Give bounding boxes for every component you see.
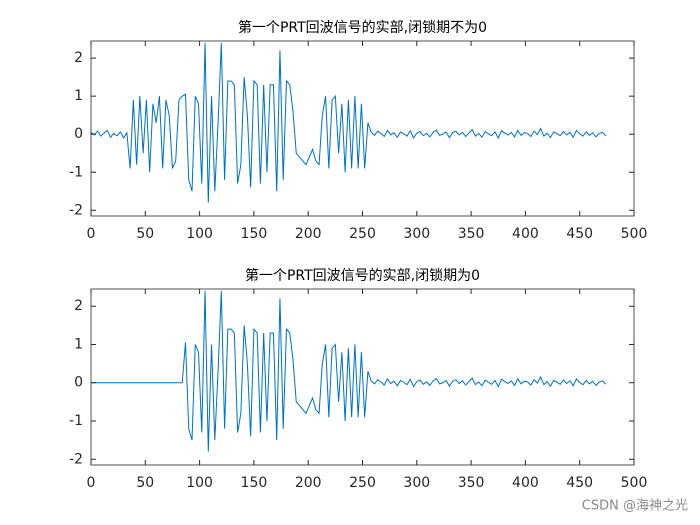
- x-tick-label: 100: [186, 226, 213, 242]
- y-tick-label: 1: [74, 336, 83, 352]
- x-tick-label: 400: [512, 475, 539, 491]
- x-tick-label: 50: [136, 475, 154, 491]
- y-tick-label: 1: [74, 88, 83, 104]
- y-tick-label: -2: [69, 202, 83, 218]
- x-tick-label: 300: [403, 475, 430, 491]
- x-tick-label: 500: [621, 475, 648, 491]
- x-tick-label: 150: [241, 226, 268, 242]
- x-tick-label: 250: [349, 475, 376, 491]
- y-tick-label: -2: [69, 451, 83, 467]
- y-tick-label: 0: [74, 375, 83, 391]
- x-tick-label: 200: [295, 226, 322, 242]
- x-tick-label: 0: [87, 475, 96, 491]
- y-tick-label: 0: [74, 126, 83, 142]
- x-tick-label: 500: [621, 226, 648, 242]
- x-tick-label: 200: [295, 475, 322, 491]
- x-tick-label: 0: [87, 226, 96, 242]
- x-tick-label: 350: [458, 475, 485, 491]
- x-tick-label: 100: [186, 475, 213, 491]
- x-tick-label: 450: [566, 226, 593, 242]
- chart-title: 第一个PRT回波信号的实部,闭锁期为0: [245, 267, 480, 284]
- watermark: CSDN @海神之光: [582, 499, 688, 514]
- x-tick-label: 50: [136, 226, 154, 242]
- y-tick-label: 2: [74, 298, 83, 314]
- data-line: [91, 290, 607, 452]
- x-tick-label: 150: [241, 475, 268, 491]
- y-tick-label: 2: [74, 50, 83, 66]
- x-tick-label: 450: [566, 475, 593, 491]
- chart-title: 第一个PRT回波信号的实部,闭锁期不为0: [238, 19, 487, 36]
- x-tick-label: 350: [458, 226, 485, 242]
- x-tick-label: 250: [349, 226, 376, 242]
- y-tick-label: -1: [69, 164, 83, 180]
- x-tick-label: 300: [403, 226, 430, 242]
- x-tick-label: 400: [512, 226, 539, 242]
- y-tick-label: -1: [69, 413, 83, 429]
- data-line: [90, 42, 607, 203]
